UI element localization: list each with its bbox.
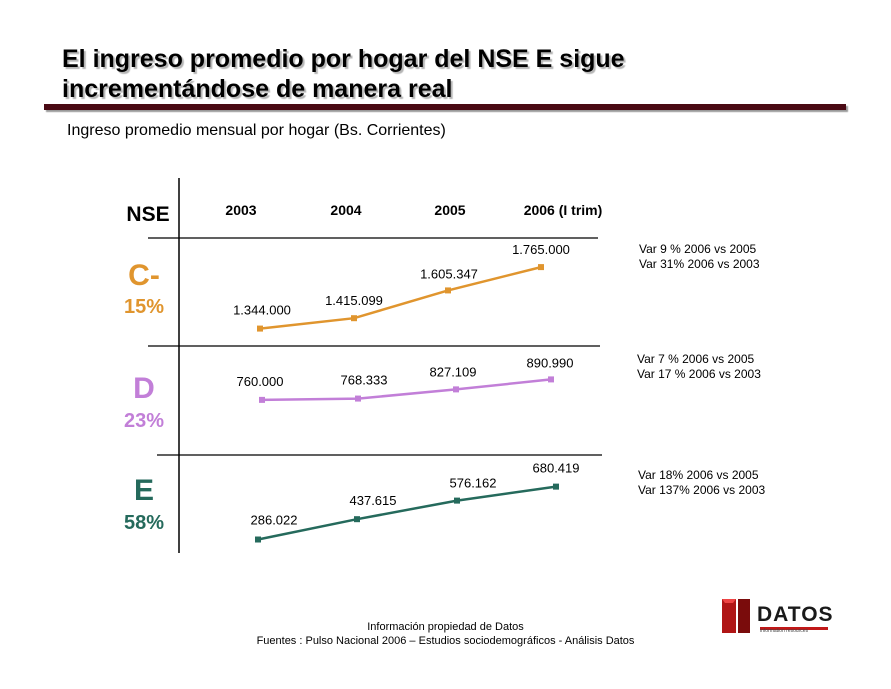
logo-tag-bar xyxy=(760,627,828,630)
segment-name-1: D xyxy=(133,372,155,405)
series-1-label-0: 760.000 xyxy=(237,374,284,389)
series-0-label-2: 1.605.347 xyxy=(420,266,478,281)
category-label-2: 2005 xyxy=(434,202,465,218)
chart-subtitle: Ingreso promedio mensual por hogar (Bs. … xyxy=(67,122,446,139)
segment-name-0: C- xyxy=(128,259,160,292)
series-0-label-1: 1.415.099 xyxy=(325,293,383,308)
series-2-label-3: 680.419 xyxy=(533,461,580,476)
series-0-marker-1 xyxy=(351,315,357,322)
series-1-label-3: 890.990 xyxy=(527,355,574,370)
series-2-label-2: 576.162 xyxy=(450,476,497,491)
segment-share-0: 15% xyxy=(124,296,164,318)
series-line-2 xyxy=(257,485,557,541)
segment-share-2: 58% xyxy=(124,512,164,534)
series-1-label-2: 827.109 xyxy=(430,364,477,379)
slide-title: El ingreso promedio por hogar del NSE E … xyxy=(62,44,625,104)
series-0-note-1: Var 31% 2006 vs 2003 xyxy=(639,257,760,271)
series-0-label-0: 1.344.000 xyxy=(233,303,291,318)
series-2-note-1: Var 137% 2006 vs 2003 xyxy=(638,483,766,497)
series-line-1 xyxy=(261,378,552,402)
series-2-label-1: 437.615 xyxy=(350,493,397,508)
series-1-label-1: 768.333 xyxy=(341,373,388,388)
series-0-marker-3 xyxy=(538,264,544,271)
series-2-marker-1 xyxy=(354,516,360,523)
series-1-note-0: Var 7 % 2006 vs 2005 xyxy=(637,352,755,366)
title-underline xyxy=(44,104,846,110)
footer-ownership: Información propiedad de Datos xyxy=(367,621,524,633)
segment-share-1: 23% xyxy=(124,410,164,432)
series-2-marker-3 xyxy=(553,483,559,490)
category-label-3: 2006 (I trim) xyxy=(524,202,603,218)
datos-logo: DATOS information resources xyxy=(720,597,833,637)
series-0-marker-0 xyxy=(257,325,263,332)
logo-bars-icon xyxy=(722,599,750,633)
row-header-nse: NSE xyxy=(126,203,169,226)
footer-sources: Fuentes : Pulso Nacional 2006 – Estudios… xyxy=(256,635,635,647)
logo-tagline: information resources xyxy=(760,628,809,634)
series-1-marker-3 xyxy=(548,376,554,383)
title-line-1: El ingreso promedio por hogar del NSE E … xyxy=(62,45,625,73)
series-0-label-3: 1.765.000 xyxy=(512,242,570,257)
series-2-note-0: Var 18% 2006 vs 2005 xyxy=(638,468,759,482)
series-2-marker-0 xyxy=(255,536,261,543)
series-1-marker-1 xyxy=(355,395,361,402)
series-0-note-0: Var 9 % 2006 vs 2005 xyxy=(639,242,757,256)
series-1-note-1: Var 17 % 2006 vs 2003 xyxy=(637,367,761,381)
series-line-0 xyxy=(259,265,542,330)
series-2-label-0: 286.022 xyxy=(251,513,298,528)
logo-wordmark: DATOS xyxy=(757,603,834,626)
segment-name-2: E xyxy=(134,474,154,507)
title-line-2: incrementándose de manera real xyxy=(62,75,453,103)
series-2-marker-2 xyxy=(454,497,460,504)
series-1-marker-0 xyxy=(259,396,265,403)
series-0-marker-2 xyxy=(445,287,451,294)
category-label-1: 2004 xyxy=(330,202,361,218)
category-label-0: 2003 xyxy=(225,202,256,218)
series-1-marker-2 xyxy=(453,386,459,393)
